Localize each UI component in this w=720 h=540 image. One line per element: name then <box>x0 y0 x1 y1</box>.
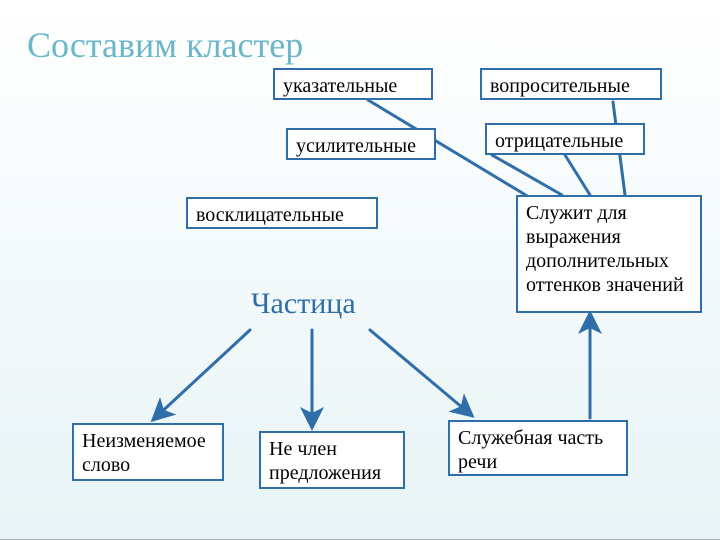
box-label: Не член предложения <box>269 437 395 485</box>
box-neizmenyaemoe: Неизменяемое слово <box>72 423 224 481</box>
box-otricatelnye: отрицательные <box>485 123 645 155</box>
box-ukazatelnye: указательные <box>273 68 433 100</box>
box-vosklicatelnye: восклицательные <box>186 197 378 229</box>
box-label: вопросительные <box>490 74 630 98</box>
box-nechlen: Не член предложения <box>259 431 405 489</box>
box-label: Неизменяемое слово <box>82 429 214 477</box>
box-sluzhit: Служит для выражения дополнительных отте… <box>516 195 702 313</box>
box-sluzhebnaya: Служебная часть речи <box>448 420 628 476</box>
box-voprositelnye: вопросительные <box>480 68 662 100</box>
box-label: указательные <box>283 74 397 98</box>
center-label: Частица <box>251 287 356 321</box>
box-label: усилительные <box>296 134 416 158</box>
box-label: восклицательные <box>196 203 344 227</box>
box-label: Служебная часть речи <box>458 426 618 474</box>
box-usilitelnye: усилительные <box>286 128 436 160</box>
slide: Составим кластер Частица указательные во… <box>0 0 720 540</box>
slide-title: Составим кластер <box>27 24 303 66</box>
box-label: Служит для выражения дополнительных отте… <box>526 201 692 297</box>
box-label: отрицательные <box>495 129 623 153</box>
